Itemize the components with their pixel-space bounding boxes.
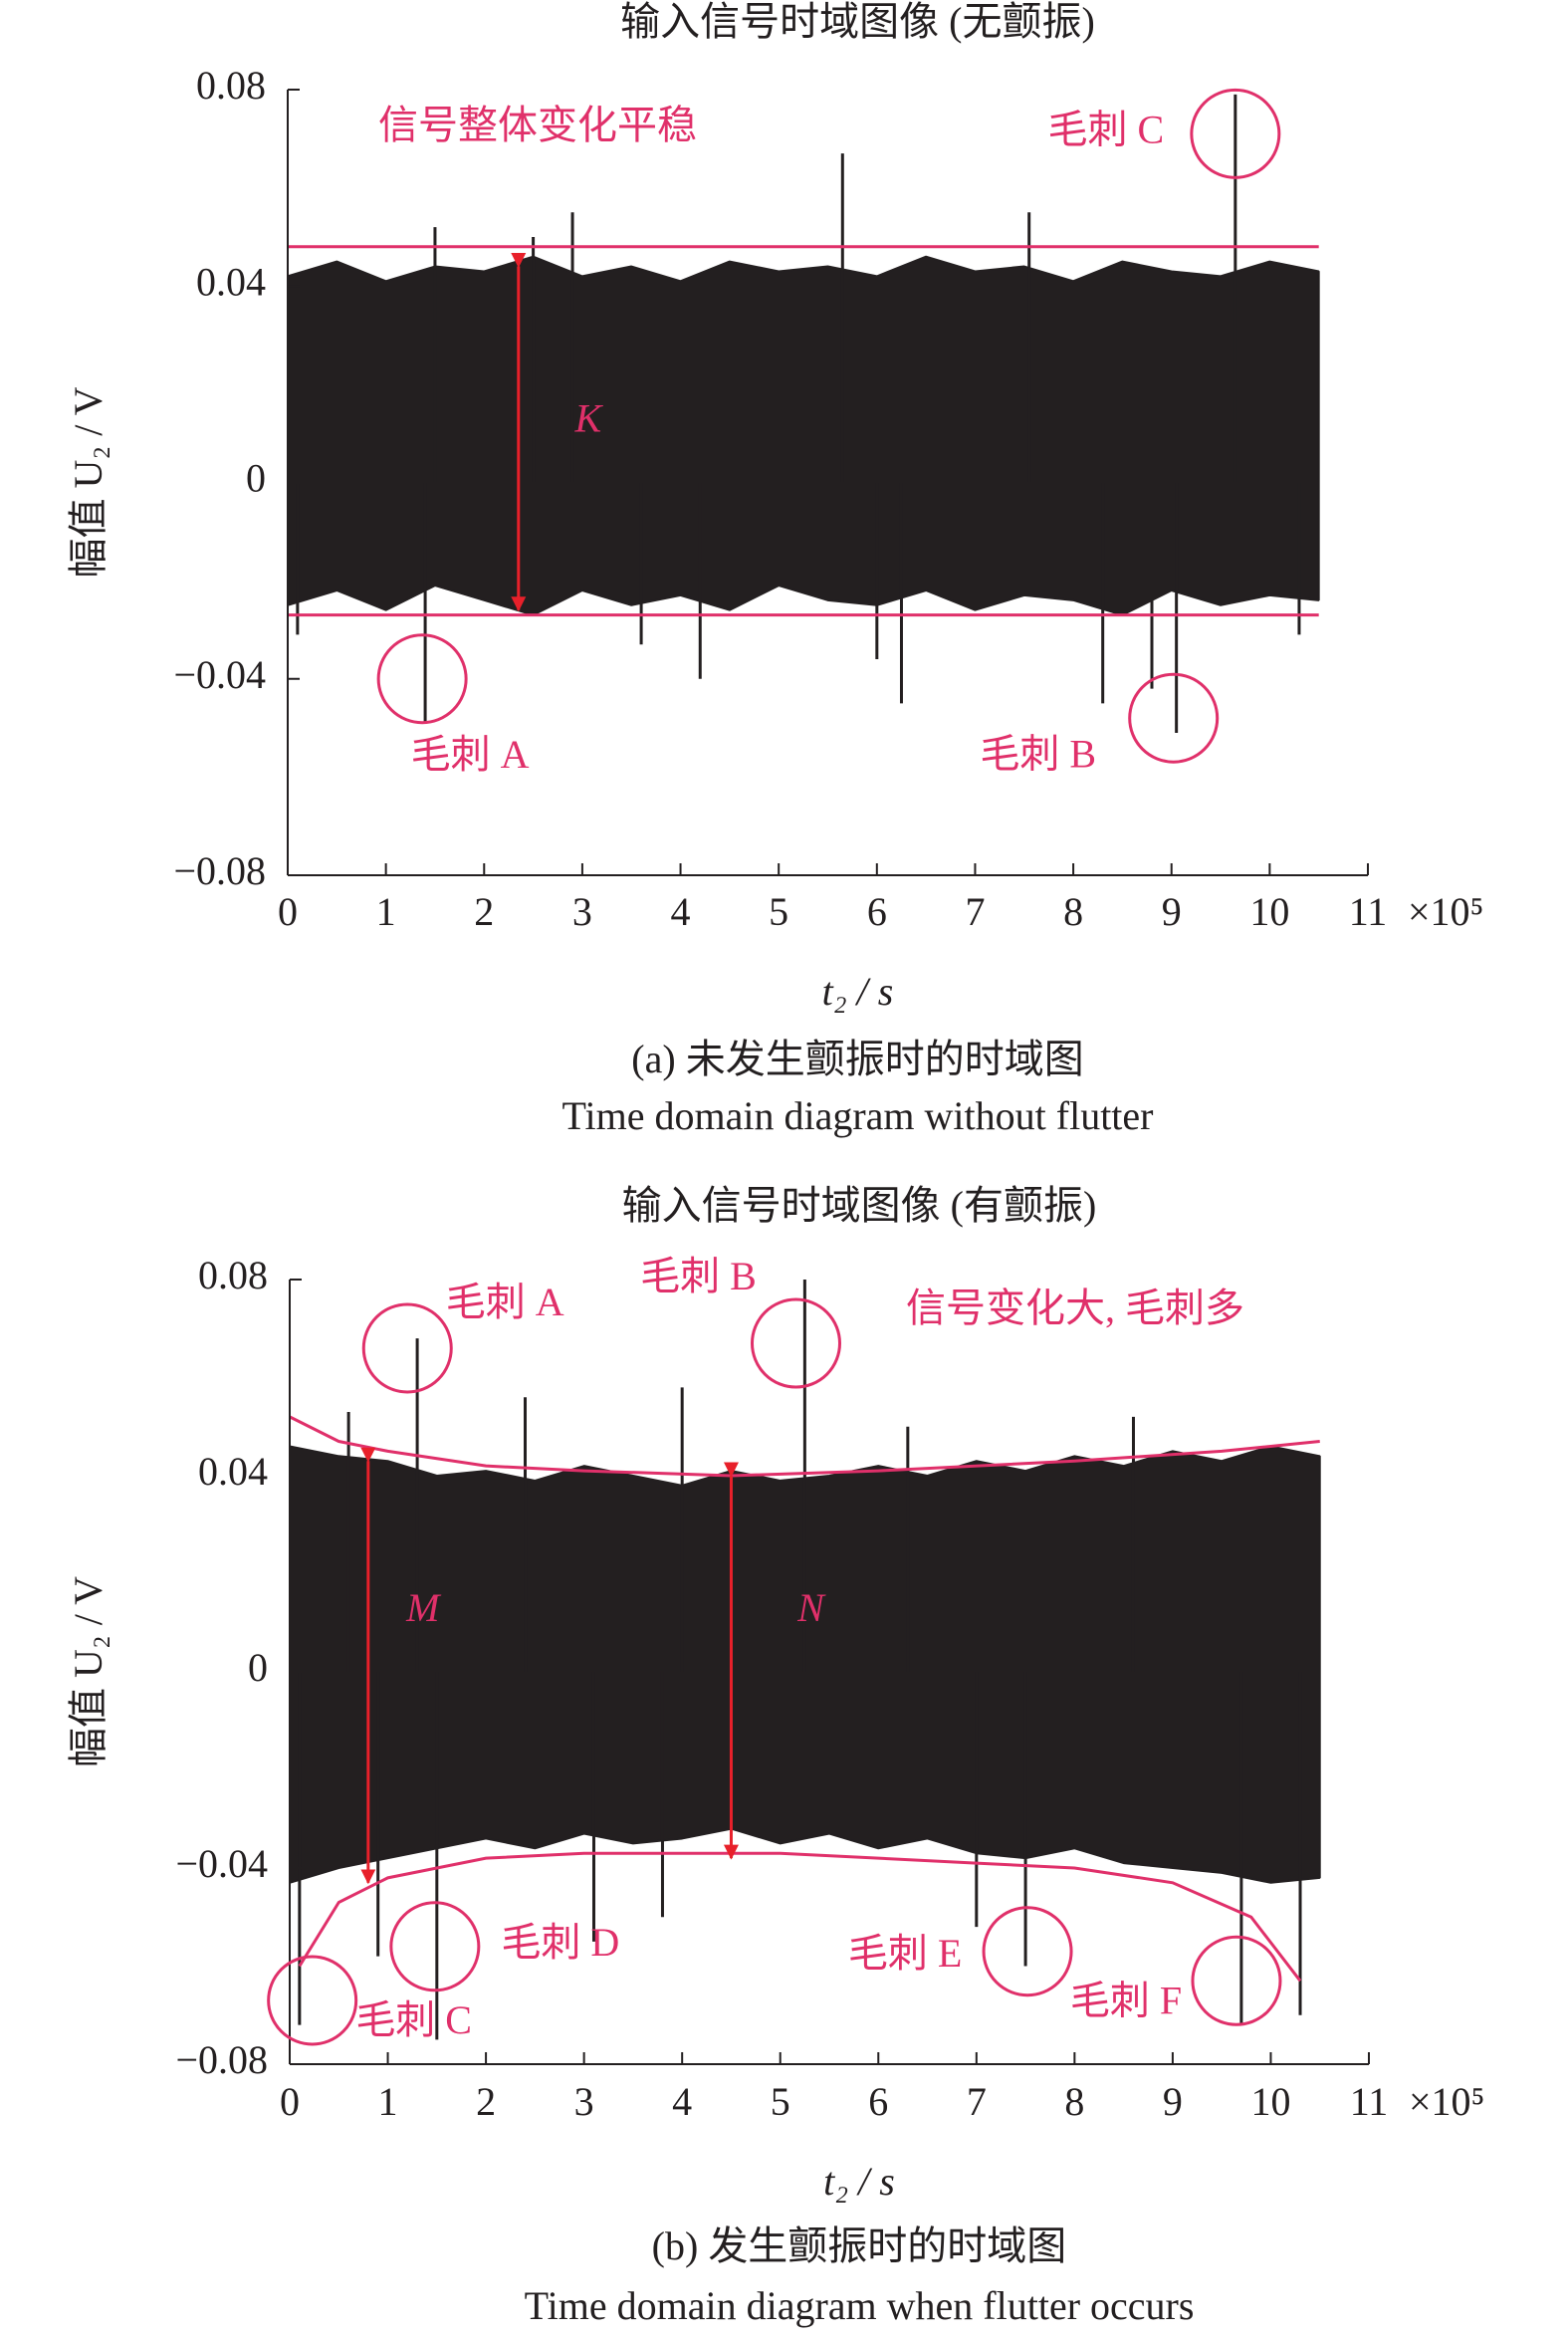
caption-en: Time domain diagram without flutter	[561, 1093, 1153, 1138]
arrow-label: M	[405, 1585, 442, 1630]
annotation-label: 毛刺 E	[848, 1931, 962, 1976]
y-tick-label: 0.04	[196, 259, 266, 304]
y-tick-label: −0.08	[175, 2037, 268, 2082]
y-tick-label: 0.04	[198, 1449, 268, 1494]
x-tick-label: 9	[1162, 889, 1182, 934]
x-tick-label: 9	[1163, 2079, 1183, 2124]
x-scale-label: ×10⁵	[1408, 889, 1484, 934]
x-tick-label: 5	[769, 889, 788, 934]
x-tick-label: 7	[967, 2079, 987, 2124]
y-tick-label: 0	[246, 456, 266, 501]
x-tick-label: 4	[672, 2079, 692, 2124]
annotation-label: 毛刺 A	[446, 1280, 564, 1324]
x-tick-label: 1	[376, 889, 396, 934]
x-tick-label: 1	[378, 2079, 398, 2124]
x-tick-label: 2	[474, 889, 494, 934]
annotation-circle	[750, 1297, 841, 1389]
x-tick-label: 8	[1063, 889, 1083, 934]
x-tick-label: 5	[771, 2079, 790, 2124]
note: 信号整体变化平稳	[378, 103, 697, 147]
x-tick-label: 11	[1350, 2079, 1389, 2124]
arrow-label: N	[796, 1585, 826, 1630]
caption: (b) 发生颤振时的时域图	[652, 2223, 1067, 2268]
y-axis-label: 幅值 U₂ / V	[66, 386, 111, 578]
annotation-label: 毛刺 C	[355, 1997, 472, 2042]
annotation-circle	[1191, 1935, 1282, 2026]
y-axis-label: 幅值 U₂ / V	[66, 1576, 111, 1767]
y-tick-label: −0.08	[173, 848, 266, 893]
annotation-label: 毛刺 A	[411, 732, 530, 777]
x-tick-label: 6	[867, 889, 887, 934]
annotation-circle	[267, 1955, 358, 2046]
x-tick-label: 11	[1349, 889, 1388, 934]
annotation-label: 毛刺 F	[1070, 1978, 1182, 2022]
caption: (a) 未发生颤振时的时域图	[631, 1037, 1083, 1081]
arrow-label: K	[573, 396, 603, 441]
x-tick-label: 3	[574, 2079, 594, 2124]
y-tick-label: 0.08	[196, 63, 266, 108]
annotation-circle	[361, 1302, 453, 1394]
annotation-label: 毛刺 B	[980, 731, 1096, 776]
note: 信号变化大, 毛刺多	[906, 1286, 1244, 1330]
y-tick-label: 0	[248, 1645, 268, 1690]
panel-title: 输入信号时域图像 (有颤振)	[622, 1183, 1097, 1228]
x-tick-label: 0	[278, 889, 298, 934]
annotation-circle	[376, 633, 468, 725]
x-tick-label: 0	[280, 2079, 300, 2124]
envelope-line	[298, 1851, 1302, 1983]
annotation-circle	[982, 1906, 1073, 1997]
annotation-circle	[1128, 672, 1220, 764]
x-tick-label: 2	[476, 2079, 496, 2124]
signal-band	[287, 255, 1320, 616]
x-tick-label: 8	[1064, 2079, 1084, 2124]
y-tick-label: −0.04	[175, 1841, 268, 1886]
y-tick-label: −0.04	[173, 652, 266, 697]
panel-title: 输入信号时域图像 (无颤振)	[620, 0, 1095, 44]
caption-en: Time domain diagram when flutter occurs	[525, 2283, 1195, 2328]
x-tick-label: 7	[965, 889, 985, 934]
annotation-circle	[389, 1901, 481, 1992]
annotation-label: 毛刺 D	[501, 1920, 619, 1965]
x-scale-label: ×10⁵	[1409, 2079, 1485, 2124]
x-axis-label: t₂ / s	[822, 969, 894, 1014]
x-axis-label: t₂ / s	[823, 2159, 895, 2204]
y-tick-label: 0.08	[198, 1253, 268, 1297]
x-tick-label: 6	[868, 2079, 888, 2124]
x-tick-label: 10	[1249, 889, 1289, 934]
annotation-label: 毛刺 C	[1047, 108, 1164, 152]
x-tick-label: 4	[671, 889, 691, 934]
annotation-circle	[1190, 88, 1281, 179]
x-tick-label: 3	[572, 889, 592, 934]
envelope-line	[289, 1415, 1320, 1478]
annotation-label: 毛刺 B	[640, 1254, 757, 1298]
x-tick-label: 10	[1250, 2079, 1290, 2124]
